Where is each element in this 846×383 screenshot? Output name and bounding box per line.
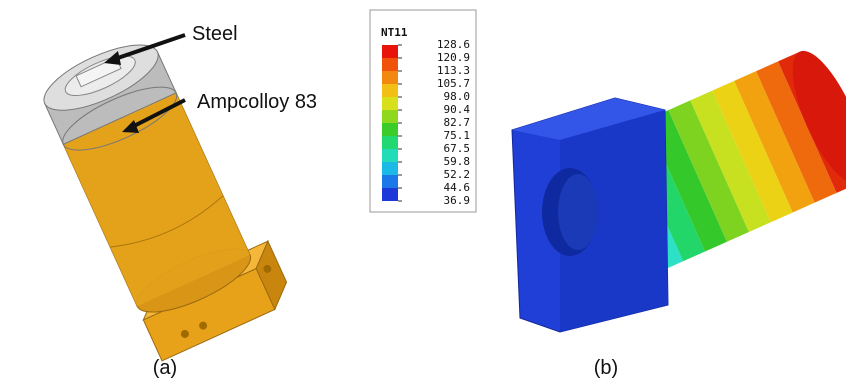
figure: Steel Ampcolloy 83 (a) NT11 128.6120.911… xyxy=(0,0,846,383)
caption: (b) xyxy=(594,357,618,379)
legend-swatch xyxy=(382,97,398,110)
legend-swatch xyxy=(382,175,398,188)
assembly-model xyxy=(36,23,295,361)
legend-value: 82.7 xyxy=(444,116,471,129)
legend-swatch xyxy=(382,45,398,58)
legend-swatch xyxy=(382,188,398,201)
legend-title: NT11 xyxy=(381,26,408,39)
caption: (a) xyxy=(153,357,177,379)
legend-swatch xyxy=(382,110,398,123)
temperature-model xyxy=(512,42,846,332)
legend-swatch xyxy=(382,149,398,162)
legend-value: 98.0 xyxy=(444,90,471,103)
legend-value: 59.8 xyxy=(444,155,471,168)
legend-value: 44.6 xyxy=(444,181,471,194)
material-label: Ampcolloy 83 xyxy=(197,91,317,113)
legend-swatch xyxy=(382,71,398,84)
legend-value: 120.9 xyxy=(437,51,470,64)
legend-value: 113.3 xyxy=(437,64,470,77)
legend-swatch xyxy=(382,84,398,97)
legend-swatch xyxy=(382,162,398,175)
legend-value: 67.5 xyxy=(444,142,471,155)
legend-value: 52.2 xyxy=(444,168,471,181)
legend-swatch xyxy=(382,136,398,149)
legend-value: 105.7 xyxy=(437,77,470,90)
legend-value: 36.9 xyxy=(444,194,471,207)
legend-value: 128.6 xyxy=(437,38,470,51)
material-label: Steel xyxy=(192,23,238,45)
legend-swatch xyxy=(382,123,398,136)
legend-swatch xyxy=(382,58,398,71)
legend-value: 90.4 xyxy=(444,103,471,116)
legend-value: 75.1 xyxy=(444,129,471,142)
